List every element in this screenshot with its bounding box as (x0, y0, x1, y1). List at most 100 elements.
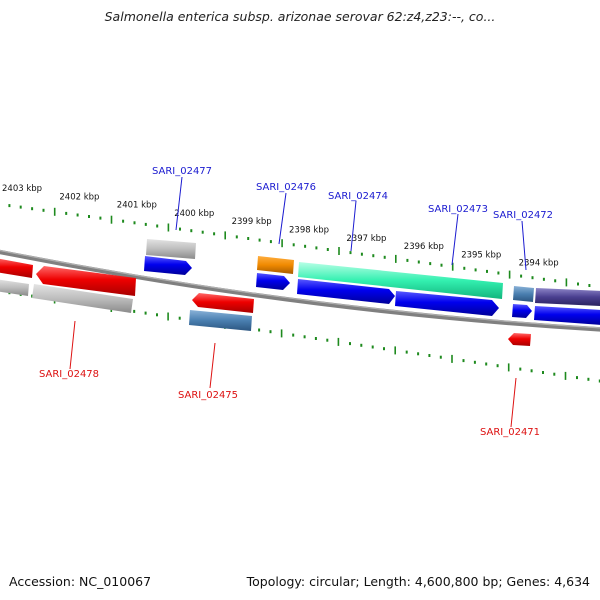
minor-tick (429, 262, 432, 266)
minor-tick (474, 268, 477, 272)
minor-tick (269, 330, 272, 334)
gene-steel[interactable] (189, 310, 252, 331)
label-sari-02474[interactable]: SARI_02474 (328, 191, 388, 202)
gene-forward-arrow[interactable] (144, 256, 192, 275)
minor-tick (315, 246, 318, 250)
gene-forward-arrow[interactable] (512, 304, 532, 318)
minor-tick (201, 230, 204, 234)
minor-tick (576, 376, 578, 380)
minor-tick (463, 266, 466, 270)
gene-sari-02472[interactable] (513, 286, 534, 302)
accession-text: Accession: NC_010067 (9, 574, 152, 589)
minor-tick (439, 355, 442, 359)
minor-tick (417, 352, 420, 356)
label-sari-02471[interactable]: SARI_02471 (480, 427, 540, 438)
label-sari-02476[interactable]: SARI_02476 (256, 182, 316, 193)
minor-tick (360, 343, 363, 347)
gene-sari-02477[interactable] (146, 239, 196, 259)
major-tick (167, 312, 169, 321)
minor-tick (19, 205, 22, 209)
minor-tick (190, 229, 193, 233)
scale-label: 2402 kbp (59, 192, 99, 202)
minor-tick (144, 222, 147, 226)
label-leaders (69, 176, 527, 428)
minor-tick (65, 211, 68, 215)
major-tick (395, 254, 397, 263)
minor-tick (531, 276, 534, 280)
scale-label: 2399 kbp (232, 217, 272, 227)
minor-tick (76, 213, 79, 217)
minor-tick (235, 235, 238, 239)
label-sari-02475[interactable]: SARI_02475 (178, 390, 238, 401)
minor-tick (133, 221, 136, 225)
major-tick (110, 215, 113, 224)
gene-sari-02474[interactable] (298, 262, 503, 299)
major-tick (565, 278, 568, 287)
minor-tick (383, 347, 385, 351)
minor-tick (8, 204, 11, 208)
minor-tick (405, 350, 408, 354)
topology-text: Topology: circular; Length: 4,600,800 bp… (246, 574, 590, 589)
minor-tick (598, 379, 600, 383)
minor-tick (258, 328, 261, 332)
gene-grey[interactable] (32, 284, 133, 313)
major-tick (394, 346, 396, 355)
minor-tick (349, 342, 351, 346)
minor-tick (554, 279, 557, 283)
label-sari-02478[interactable]: SARI_02478 (39, 369, 99, 380)
gene-sari-02478[interactable] (36, 266, 136, 296)
major-tick (564, 371, 567, 380)
major-tick (224, 231, 226, 240)
major-tick (53, 207, 56, 216)
gene-forward-arrow[interactable] (534, 306, 600, 325)
minor-tick (213, 232, 216, 236)
gene-reverse-arrow[interactable] (0, 258, 33, 278)
label-sari-02473[interactable]: SARI_02473 (428, 204, 488, 215)
major-tick (167, 223, 170, 232)
minor-tick (520, 274, 523, 278)
genome-backbone (0, 249, 600, 332)
scale-label: 2403 kbp (2, 184, 42, 194)
minor-tick (440, 263, 443, 267)
minor-tick (304, 244, 307, 248)
scale-label: 2395 kbp (461, 250, 501, 260)
minor-tick (156, 224, 159, 228)
minor-tick (588, 284, 591, 287)
minor-tick (406, 258, 409, 262)
minor-tick (314, 337, 317, 340)
major-tick (281, 239, 283, 248)
gene-sari-02473[interactable] (395, 291, 499, 316)
label-sari-02477[interactable]: SARI_02477 (152, 166, 212, 177)
minor-tick (269, 240, 272, 244)
gene-sari-02471[interactable] (508, 333, 531, 346)
gene-grey[interactable] (0, 279, 29, 296)
major-tick (451, 354, 453, 363)
minor-tick (31, 294, 34, 298)
minor-tick (462, 359, 465, 363)
reverse-strand-genes (0, 258, 531, 346)
major-tick (508, 270, 511, 279)
gene-forward-arrow[interactable] (297, 279, 395, 304)
gene-forward-arrow[interactable] (256, 273, 290, 290)
minor-tick (178, 316, 181, 320)
minor-tick (577, 282, 579, 286)
minor-tick (486, 269, 488, 273)
gene-sari-02475[interactable] (192, 293, 254, 313)
scale-label: 2400 kbp (174, 209, 214, 219)
major-tick (337, 337, 340, 346)
minor-tick (485, 362, 488, 366)
major-tick (451, 262, 454, 271)
minor-tick (360, 252, 363, 256)
minor-tick (292, 243, 295, 247)
gene-sari-02476[interactable] (257, 256, 294, 274)
minor-tick (247, 237, 250, 240)
gene-purple[interactable] (535, 288, 600, 306)
minor-tick (519, 367, 522, 371)
minor-tick (292, 333, 295, 337)
minor-tick (417, 260, 420, 264)
minor-tick (473, 360, 476, 364)
label-sari-02472[interactable]: SARI_02472 (493, 210, 553, 221)
minor-tick (31, 207, 34, 211)
scale-label: 2396 kbp (404, 242, 444, 252)
